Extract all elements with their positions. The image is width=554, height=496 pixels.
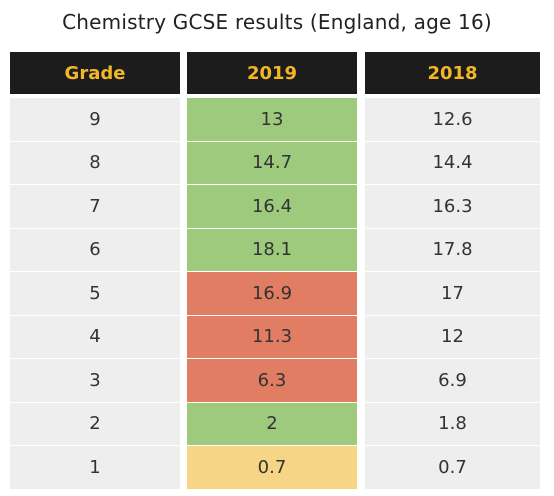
table-cell-grade-row-5: 5 <box>10 272 180 315</box>
page-title: Chemistry GCSE results (England, age 16) <box>62 10 492 34</box>
table-cell-y2019-row-6: 18.1 <box>187 228 357 271</box>
table-cell-y2019-row-1: 0.7 <box>187 446 357 489</box>
table-cell-grade-row-2: 2 <box>10 402 180 445</box>
table-cell-y2018-row-2: 1.8 <box>365 402 540 445</box>
table-cell-y2018-row-3: 6.9 <box>365 359 540 402</box>
column-header-2018: 2018 <box>365 52 540 94</box>
table-cell-y2019-row-4: 11.3 <box>187 315 357 358</box>
results-table: Grade 2019 2018 9 13 12.6 8 14.7 14.4 7 16.4 16.3 6 1… <box>0 52 554 492</box>
column-header-grade: Grade <box>10 52 180 94</box>
table-cell-y2018-row-6: 17.8 <box>365 228 540 271</box>
table-cell-y2018-row-5: 17 <box>365 272 540 315</box>
table-cell-y2019-row-7: 16.4 <box>187 185 357 228</box>
table-cell-grade-row-4: 4 <box>10 315 180 358</box>
table-cell-y2018-row-1: 0.7 <box>365 446 540 489</box>
table-cell-y2019-row-2: 2 <box>187 402 357 445</box>
table-cell-grade-row-6: 6 <box>10 228 180 271</box>
table-cell-y2019-row-5: 16.9 <box>187 272 357 315</box>
table-cell-grade-row-1: 1 <box>10 446 180 489</box>
table-cell-y2018-row-7: 16.3 <box>365 185 540 228</box>
table-cell-grade-row-9: 9 <box>10 98 180 141</box>
table-cell-grade-row-8: 8 <box>10 141 180 184</box>
table-cell-y2018-row-9: 12.6 <box>365 98 540 141</box>
table-cell-grade-row-7: 7 <box>10 185 180 228</box>
table-cell-grade-row-3: 3 <box>10 359 180 402</box>
table-cell-y2018-row-4: 12 <box>365 315 540 358</box>
table-cell-y2019-row-3: 6.3 <box>187 359 357 402</box>
table-cell-y2019-row-8: 14.7 <box>187 141 357 184</box>
column-header-2019: 2019 <box>187 52 357 94</box>
table-cell-y2019-row-9: 13 <box>187 98 357 141</box>
table-cell-y2018-row-8: 14.4 <box>365 141 540 184</box>
